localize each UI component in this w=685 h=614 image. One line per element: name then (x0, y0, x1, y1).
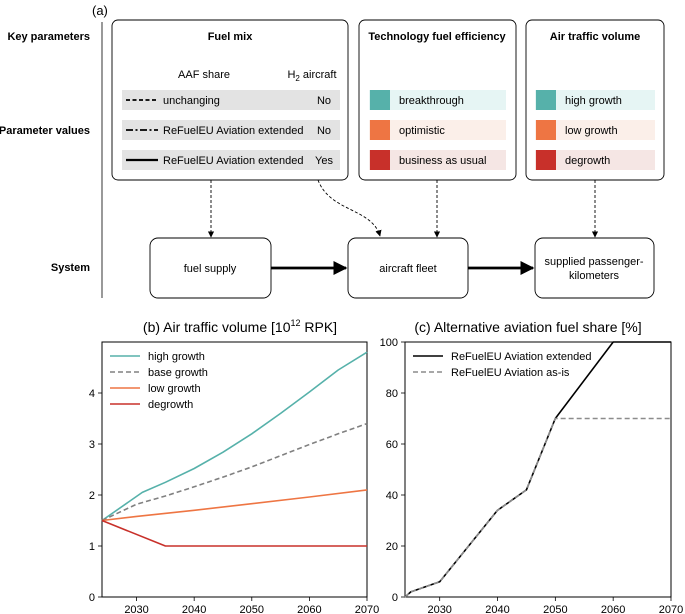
legend-label: degrowth (148, 399, 193, 411)
x-tick-label: 2070 (355, 604, 379, 614)
y-tick-label: 100 (380, 337, 398, 349)
efficiency-swatch (370, 90, 390, 110)
y-tick-label: 80 (386, 388, 398, 400)
chart-c-title: (c) Alternative aviation fuel share [%] (414, 319, 641, 335)
traffic-label: low growth (565, 125, 618, 137)
h2-value: Yes (315, 155, 333, 167)
x-tick-label: 2070 (659, 604, 683, 614)
aircraft-fleet-label: aircraft fleet (379, 263, 436, 275)
y-tick-label: 3 (89, 439, 95, 451)
pkm-box (534, 237, 655, 299)
traffic-swatch (536, 120, 556, 140)
traffic-box: Air traffic volume high growth low growth… (525, 19, 665, 181)
traffic-label: high growth (565, 95, 622, 107)
efficiency-label: business as usual (399, 155, 486, 167)
y-tick-label: 4 (89, 388, 95, 400)
efficiency-row-bg (369, 90, 506, 110)
traffic-swatch (536, 90, 556, 110)
aaf-share-header: AAF share (178, 69, 230, 81)
x-tick-label: 2040 (182, 604, 206, 614)
x-tick-label: 2050 (543, 604, 567, 614)
series-line-high-growth (101, 351, 368, 522)
fuel-mix-box: Fuel mix AAF share H2 aircraft unchangin… (111, 19, 349, 181)
y-tick-label: 40 (386, 490, 398, 502)
y-tick-label: 2 (89, 490, 95, 502)
h2-value: No (317, 95, 331, 107)
efficiency-row-bg (369, 150, 506, 170)
fuel-mix-row-bg (122, 150, 340, 170)
efficiency-label: optimistic (399, 125, 445, 137)
chart-b: 2030 2040 2050 2060 2070 0 1 2 3 4 high growth base… (89, 341, 379, 614)
traffic-row-bg (535, 120, 655, 140)
legend-label: high growth (148, 351, 205, 363)
fuel-mix-label: ReFuelEU Aviation extended (163, 155, 303, 167)
arrow-fuelmix-to-fleet (317, 179, 382, 237)
efficiency-swatch (370, 150, 390, 170)
h2-aircraft-header: H2 aircraft (287, 69, 336, 83)
y-tick-label: 0 (89, 592, 95, 604)
pkm-label-line1: supplied passenger- (544, 256, 643, 268)
x-tick-label: 2060 (297, 604, 321, 614)
traffic-row-bg (535, 90, 655, 110)
chart-c: 2030 2040 2050 2060 2070020406080100ReFuelEU… (380, 337, 684, 614)
x-tick-label: 2060 (601, 604, 625, 614)
x-tick-label: 2030 (427, 604, 451, 614)
y-tick-label: 0 (392, 592, 398, 604)
efficiency-title: Technology fuel efficiency (368, 31, 506, 43)
y-tick-label: 60 (386, 439, 398, 451)
traffic-label: degrowth (565, 155, 610, 167)
fuel-mix-row-bg (122, 90, 340, 110)
row-label-key-parameters: Key parameters (7, 31, 90, 43)
plot-frame (101, 341, 368, 598)
row-label-parameter-values: Parameter values (0, 125, 90, 137)
series-line-refueleu-aviation-extended (404, 341, 671, 598)
y-tick-label: 20 (386, 541, 398, 553)
series-line-low-growth (101, 489, 368, 522)
row-label-system: System (51, 262, 90, 274)
efficiency-box: Technology fuel efficiency breakthrough o… (358, 19, 517, 181)
fuel-mix-row-bg (122, 120, 340, 140)
panel-a-label: (a) (92, 3, 108, 18)
fuel-mix-label: unchanging (163, 95, 220, 107)
traffic-title: Air traffic volume (550, 31, 640, 43)
legend-label: base growth (148, 367, 208, 379)
y-tick-label: 1 (89, 541, 95, 553)
x-tick-label: 2040 (485, 604, 509, 614)
h2-value: No (317, 125, 331, 137)
traffic-row-bg (535, 150, 655, 170)
fuel-mix-title: Fuel mix (208, 31, 254, 43)
efficiency-label: breakthrough (399, 95, 464, 107)
fuel-supply-label: fuel supply (184, 263, 237, 275)
pkm-label-line2: kilometers (569, 270, 620, 282)
traffic-swatch (536, 150, 556, 170)
series-line-degrowth (101, 519, 367, 547)
efficiency-swatch (370, 120, 390, 140)
series-line-refueleu-aviation-as-is (404, 417, 671, 598)
x-tick-label: 2050 (240, 604, 264, 614)
legend-label: ReFuelEU Aviation as-is (451, 367, 570, 379)
x-tick-label: 2030 (124, 604, 148, 614)
series-line-base-growth (101, 422, 368, 522)
chart-b-title: (b) Air traffic volume [1012 RPK] (143, 318, 337, 335)
efficiency-row-bg (369, 120, 506, 140)
legend-label: low growth (148, 383, 201, 395)
plot-frame (404, 341, 672, 598)
legend-label: ReFuelEU Aviation extended (451, 351, 591, 363)
fuel-mix-label: ReFuelEU Aviation extended (163, 125, 303, 137)
